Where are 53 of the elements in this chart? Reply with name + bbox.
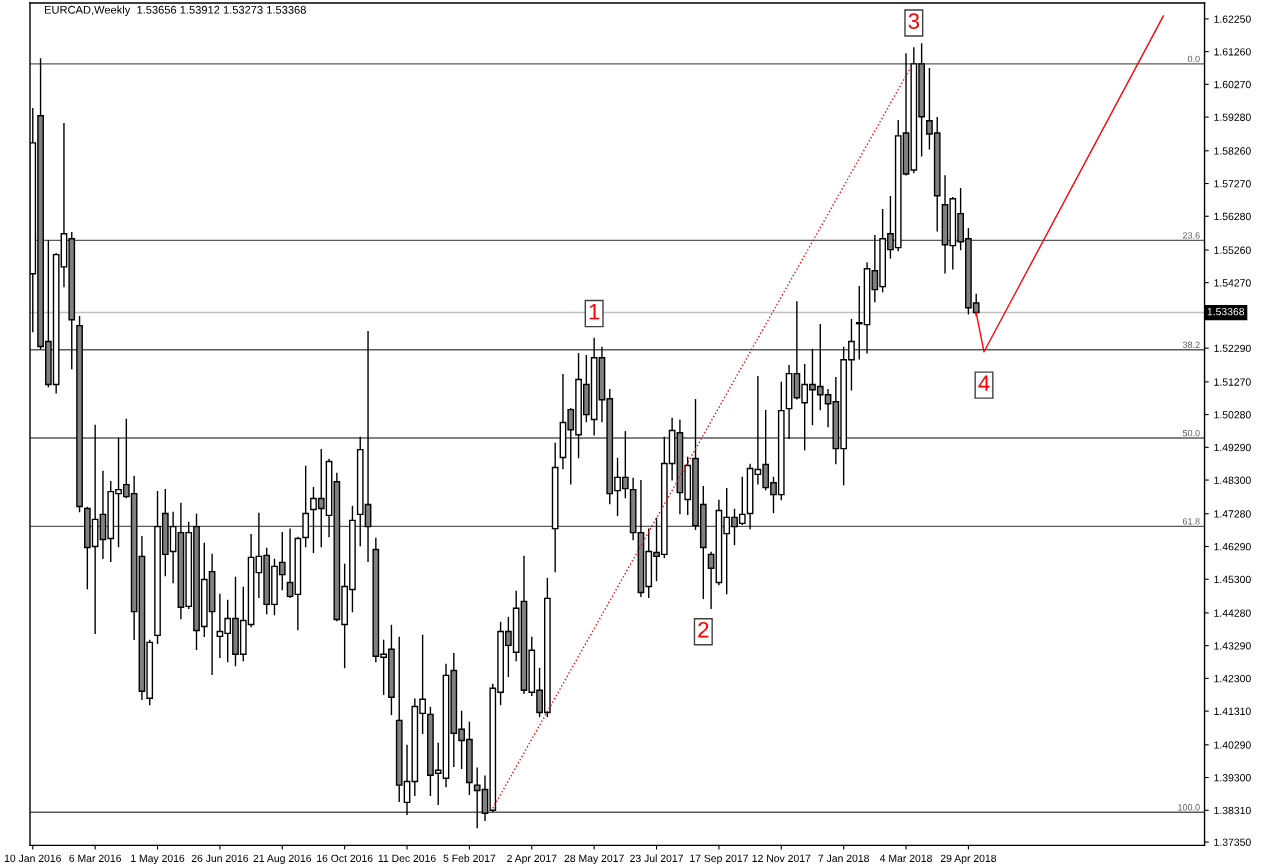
x-tick-label: 26 Jun 2016 [191,854,249,862]
x-tick-label: 28 May 2017 [564,854,624,865]
x-tick-label: 1 May 2016 [131,854,185,865]
x-tick-label: 21 Aug 2016 [253,854,312,865]
y-tick-label: 1.45300 [1214,575,1251,584]
y-tick-label: 1.42300 [1214,674,1251,683]
y-tick-label: 1.52290 [1214,344,1251,353]
x-tick-label: 12 Nov 2017 [752,854,811,862]
y-tick-label: 1.56280 [1214,212,1251,221]
x-tick-label: 6 Mar 2016 [69,854,122,862]
annotation: 1 [589,304,600,320]
y-tick-label: 1.43290 [1214,642,1251,650]
y-tick-label: 1.37350 [1214,838,1251,846]
y-tick-label: 1.39300 [1214,774,1251,782]
y-tick-label: 1.51270 [1214,378,1251,386]
annotation: 61.8 [1182,518,1200,525]
y-tick-label: 1.61260 [1214,48,1251,56]
y-tick-label: 1.55260 [1214,246,1251,254]
y-tick-label: 1.41310 [1214,707,1251,715]
y-tick-label: 1.48300 [1214,476,1251,484]
chart-title: EURCAD,Weekly 1.53656 1.53912 1.53273 1.53368 [44,5,306,16]
y-tick-label: 1.59280 [1214,113,1251,121]
annotation: 50.0 [1182,429,1200,437]
x-tick-label: 23 Jul 2017 [630,854,683,862]
y-tick-label: 1.60270 [1214,80,1251,89]
annotation: 100.0 [1178,804,1200,811]
y-tick-label: 1.46290 [1214,542,1251,551]
annotation: 23.6 [1182,232,1200,239]
x-tick-label: 11 Dec 2016 [378,854,436,862]
y-tick-label: 1.49290 [1214,443,1251,452]
y-tick-label: 1.58260 [1214,147,1251,155]
x-tick-label: 16 Oct 2016 [317,854,373,862]
annotation: 3 [908,13,920,29]
y-tick-label: 1.47280 [1214,510,1251,518]
x-tick-label: 17 Sep 2017 [690,854,748,865]
y-tick-label: 1.62250 [1214,15,1251,23]
x-tick-label: 5 Feb 2017 [443,854,496,862]
x-tick-label: 2 Apr 2017 [507,854,557,865]
annotation: 38.2 [1182,341,1200,349]
x-tick-label: 10 Jan 2016 [4,854,61,862]
annotation: 4 [978,375,990,391]
y-tick-label: 1.54270 [1214,279,1251,287]
y-tick-label: 1.57270 [1214,180,1251,188]
annotation: 0.0 [1187,55,1200,63]
annotation: 2 [698,621,709,638]
ref-line-label: 1.53368 [1207,307,1245,316]
y-tick-label: 1.38310 [1214,806,1251,815]
y-tick-label: 1.40290 [1214,741,1251,749]
x-tick-label: 7 Jan 2018 [818,854,869,862]
y-tick-label: 1.50280 [1214,411,1251,419]
x-tick-label: 4 Mar 2018 [879,854,932,862]
x-tick-label: 29 Apr 2018 [940,854,997,865]
y-tick-label: 1.44280 [1214,609,1251,617]
